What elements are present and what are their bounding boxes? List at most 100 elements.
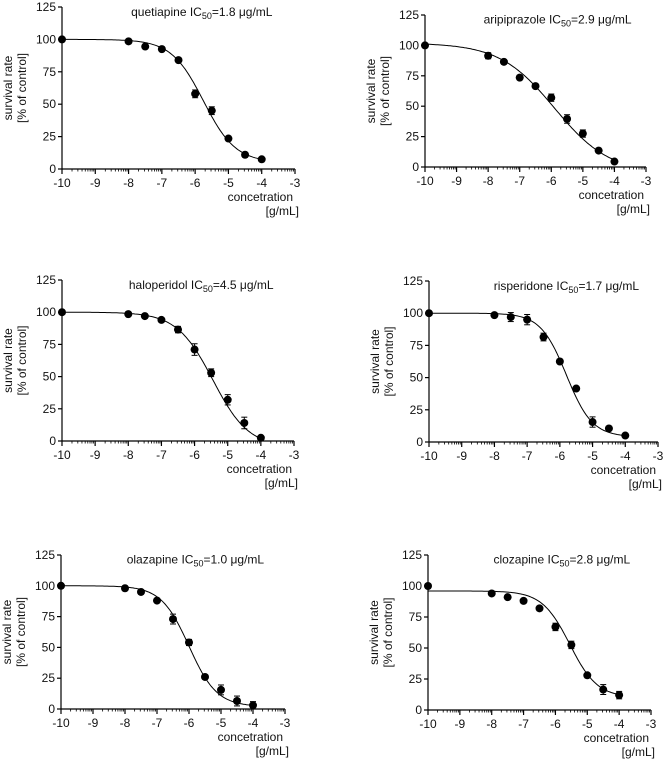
y-label-line1: survival rate xyxy=(0,599,14,664)
x-tick-label: -5 xyxy=(216,716,227,730)
data-point xyxy=(137,587,145,596)
y-tick-label: 100 xyxy=(36,32,56,46)
x-axis-unit: [g/mL] xyxy=(629,477,662,491)
data-point xyxy=(487,589,496,598)
x-tick-label: -7 xyxy=(514,174,525,188)
drug-name: aripiprazole xyxy=(484,13,549,27)
data-point xyxy=(621,431,630,440)
x-tick-label: -10 xyxy=(419,717,437,731)
data-point xyxy=(599,685,608,694)
x-tick-label: -3 xyxy=(289,448,300,462)
y-tick-label: 125 xyxy=(35,548,55,562)
y-tick-label: 100 xyxy=(403,306,423,320)
y-tick-label: 50 xyxy=(43,370,57,384)
fit-curve xyxy=(424,43,615,161)
x-tick-label: -7 xyxy=(157,176,168,190)
data-point xyxy=(207,368,216,377)
data-point xyxy=(588,418,597,427)
y-tick-label: 100 xyxy=(35,579,55,593)
data-point xyxy=(224,134,233,143)
x-tick-label: -8 xyxy=(120,716,131,730)
data-point xyxy=(615,691,624,700)
drug-name: olazapine xyxy=(127,553,182,567)
y-axis-label: survival rate[% of control] xyxy=(364,56,392,126)
data-point xyxy=(185,638,193,647)
y-tick-label: 50 xyxy=(406,99,420,113)
panel-title: aripiprazole IC50=2.9 μg/mL xyxy=(484,13,632,29)
y-tick-label: 0 xyxy=(48,702,55,716)
data-point xyxy=(124,37,133,46)
panel-title: quetiapine IC50=1.8 μg/mL xyxy=(131,5,273,21)
y-tick-label: 25 xyxy=(43,130,57,144)
x-tick-label: -9 xyxy=(90,448,101,462)
ic50-subscript: 50 xyxy=(193,559,203,569)
data-point xyxy=(121,584,129,593)
x-tick-label: -8 xyxy=(123,448,134,462)
panel-clozapine: 0 25 50 75 100 125 -10 -9 -8 -7 -6 -5 -4 -3 survival r… xyxy=(367,548,657,759)
y-label-line1: survival rate xyxy=(368,329,382,394)
x-tick-label: -5 xyxy=(582,717,593,731)
y-tick-label: 125 xyxy=(402,548,422,562)
x-tick-label: -7 xyxy=(156,448,167,462)
y-tick-label: 0 xyxy=(49,434,56,448)
ic50-subscript: 50 xyxy=(560,559,570,569)
y-label-line2: [% of control] xyxy=(378,56,392,126)
ic50-value: =1.8 μg/mL xyxy=(212,5,273,19)
panel-haloperidol: 0 25 50 75 100 125 -10 -9 -8 -7 -6 -5 -4 -3 survival r… xyxy=(1,273,300,490)
x-tick-label: -8 xyxy=(483,174,494,188)
y-tick-label: 100 xyxy=(402,579,422,593)
panel-title: clozapine IC50=2.8 μg/mL xyxy=(493,553,630,569)
y-tick-label: 100 xyxy=(399,38,419,52)
y-tick-label: 75 xyxy=(43,65,57,79)
y-tick-label: 0 xyxy=(49,162,56,176)
x-tick-label: -6 xyxy=(184,716,195,730)
x-tick-label: -4 xyxy=(248,716,259,730)
x-tick-label: -7 xyxy=(522,449,533,463)
x-tick-label: -4 xyxy=(620,449,631,463)
x-tick-label: -7 xyxy=(152,716,163,730)
x-tick-label: -4 xyxy=(614,717,625,731)
x-tick-label: -9 xyxy=(456,449,467,463)
x-tick-label: -5 xyxy=(578,174,589,188)
data-point xyxy=(425,309,433,318)
x-tick-label: -10 xyxy=(52,716,70,730)
x-axis-unit: [g/mL] xyxy=(266,204,299,218)
ic50-label: IC xyxy=(191,278,203,292)
data-point xyxy=(174,325,182,334)
x-tick-label: -10 xyxy=(416,174,434,188)
ic50-value: =2.9 μg/mL xyxy=(571,13,632,27)
y-axis-label: survival rate[% of control] xyxy=(0,597,28,667)
data-point xyxy=(57,581,65,590)
data-point xyxy=(217,685,225,694)
data-point xyxy=(551,622,560,631)
x-axis-unit: [g/mL] xyxy=(622,745,655,759)
data-point xyxy=(223,395,232,404)
y-tick-label: 125 xyxy=(36,0,56,14)
y-tick-label: 25 xyxy=(409,672,423,686)
data-point xyxy=(190,345,199,354)
y-label-line2: [% of control] xyxy=(381,597,395,667)
panel-title: haloperidol IC50=4.5 μg/mL xyxy=(129,278,274,294)
x-tick-label: -3 xyxy=(653,449,664,463)
data-point xyxy=(424,582,432,590)
fit-curve xyxy=(428,590,620,696)
ic50-label: IC xyxy=(548,553,560,567)
y-label-line1: survival rate xyxy=(1,55,15,120)
y-label-line1: survival rate xyxy=(1,328,15,393)
x-tick-label: -5 xyxy=(587,449,598,463)
x-tick-label: -7 xyxy=(518,717,529,731)
x-tick-label: -10 xyxy=(53,448,71,462)
data-point xyxy=(506,313,515,322)
data-point xyxy=(503,593,512,602)
data-point xyxy=(539,333,548,342)
data-point xyxy=(157,315,166,324)
y-axis-label: survival rate[% of control] xyxy=(367,597,395,667)
drug-name: haloperidol xyxy=(129,278,191,292)
drug-name: clozapine xyxy=(493,553,547,567)
ic50-subscript: 50 xyxy=(203,284,213,294)
data-point xyxy=(124,310,133,319)
drug-name: quetiapine xyxy=(131,5,190,19)
data-point xyxy=(256,433,265,442)
x-tick-label: -3 xyxy=(641,174,652,188)
x-tick-label: -9 xyxy=(88,716,99,730)
